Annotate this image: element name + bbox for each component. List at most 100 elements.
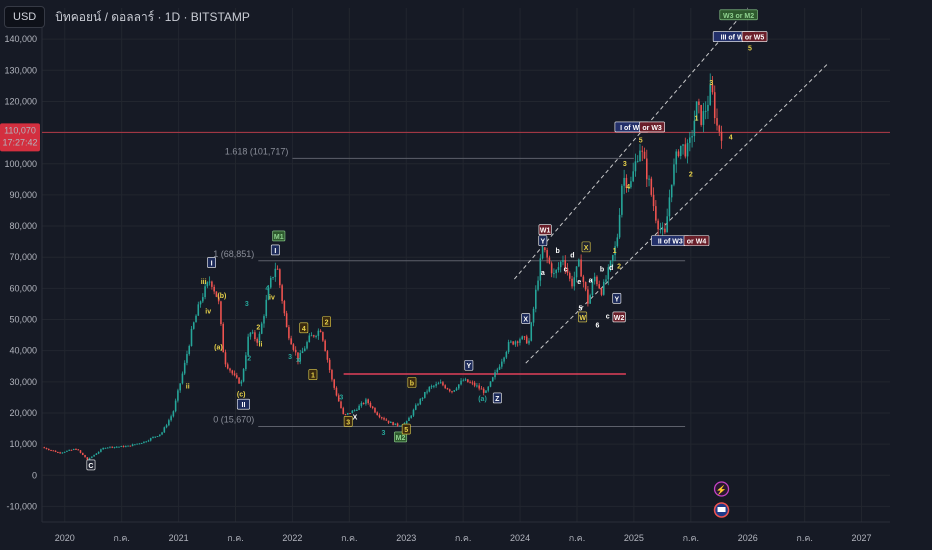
candle-body (79, 450, 82, 453)
candle-body (231, 370, 234, 374)
candle-body (471, 382, 474, 384)
candle-body (673, 164, 675, 185)
candle-body (630, 181, 632, 188)
candle-body (666, 216, 668, 233)
candle-body (77, 449, 80, 451)
candle-body (324, 340, 326, 352)
candle-body (111, 446, 114, 448)
candle-body (510, 341, 512, 343)
wave-label: b (410, 380, 414, 387)
candle-body (122, 445, 125, 447)
candle-body (297, 352, 299, 362)
wave-label: I (274, 248, 276, 255)
candle-body (410, 415, 413, 418)
candle-body (220, 301, 222, 325)
candle-body (91, 456, 93, 458)
candle-body (143, 441, 145, 443)
wave-label: X (584, 245, 589, 252)
candle-body (229, 368, 231, 371)
fib-level-label: 0 (15,670) (213, 414, 254, 424)
y-tick-label: -10,000 (6, 501, 37, 511)
candle-body (487, 386, 490, 391)
wave-label: 5 (404, 427, 408, 434)
candle-body (661, 228, 664, 230)
candle-body (342, 408, 345, 415)
wave-label: b (555, 248, 559, 255)
candle-body (564, 260, 567, 269)
symbol-title: บิทคอยน์ / ดอลลาร์ · 1D · BITSTAMP (55, 9, 250, 24)
wave-label: ii (259, 341, 263, 348)
fib-level-label: 1 (68,851) (213, 249, 254, 259)
wave-label: 4 (626, 184, 630, 191)
candle-body (428, 386, 431, 392)
candle-body (695, 101, 698, 121)
y-tick-label: 80,000 (9, 221, 37, 231)
candle-body (394, 423, 397, 426)
candle-body (634, 161, 637, 172)
x-tick-label: 2024 (510, 533, 530, 543)
wave-label: I (211, 260, 213, 267)
candle-body (716, 118, 718, 126)
wave-label-box (272, 230, 286, 242)
wave-label: 2 (256, 324, 260, 331)
candle-body (374, 407, 376, 413)
x-tick-label: ก.ค. (113, 533, 129, 543)
candle-body (675, 151, 678, 165)
candle-body (480, 388, 483, 390)
candle-body (281, 285, 283, 302)
candle-body (129, 445, 132, 447)
candle-body (154, 436, 157, 438)
candle-body (464, 379, 467, 381)
wave-label: 3 (346, 419, 350, 426)
candle-body (161, 432, 163, 435)
candle-body (498, 366, 501, 370)
candle-body (532, 308, 535, 323)
candle-body (245, 355, 247, 370)
candle-body (707, 104, 709, 111)
candle-body (140, 442, 143, 444)
candle-body (709, 84, 712, 105)
candle-body (419, 398, 422, 405)
candle-body (718, 125, 721, 132)
y-tick-label: 100,000 (4, 159, 37, 169)
candle-body (657, 220, 659, 230)
candle-body (100, 449, 102, 452)
candle-body (102, 447, 104, 450)
candle-body (170, 416, 172, 421)
wave-label: 4 (265, 285, 269, 292)
candle-body (238, 377, 240, 384)
candle-body (539, 258, 542, 281)
candle-body (258, 333, 261, 343)
y-tick-label: 20,000 (9, 408, 37, 418)
candle-body (213, 286, 215, 292)
candle-body (607, 267, 610, 280)
wave-label: x (296, 357, 300, 364)
wave-label: c (606, 313, 610, 320)
candle-body (612, 255, 614, 261)
wave-label-box (492, 392, 502, 404)
candle-body (222, 324, 225, 353)
candle-body (43, 447, 46, 449)
candle-body (467, 379, 469, 383)
currency-button[interactable]: USD (4, 6, 46, 28)
wave-label-box (521, 313, 531, 324)
y-tick-label: 30,000 (9, 377, 37, 387)
candle-body (713, 92, 716, 119)
wave-label: (a) (214, 345, 223, 352)
y-tick-label: 50,000 (9, 315, 37, 325)
candle-body (686, 142, 689, 157)
candle-body (573, 277, 576, 287)
candle-body (306, 342, 308, 349)
candle-body (131, 444, 134, 447)
candle-body (260, 323, 263, 334)
candle-body (81, 452, 84, 455)
wave-label: W3 or M2 (723, 13, 754, 20)
wave-label: or W4 (687, 239, 707, 246)
wave-label: W1 (540, 228, 551, 235)
lightning-event-icon[interactable] (713, 481, 730, 497)
x-tick-label: 2021 (169, 533, 189, 543)
candle-body (86, 457, 89, 460)
candle-body (265, 299, 268, 317)
candle-body (340, 401, 342, 409)
